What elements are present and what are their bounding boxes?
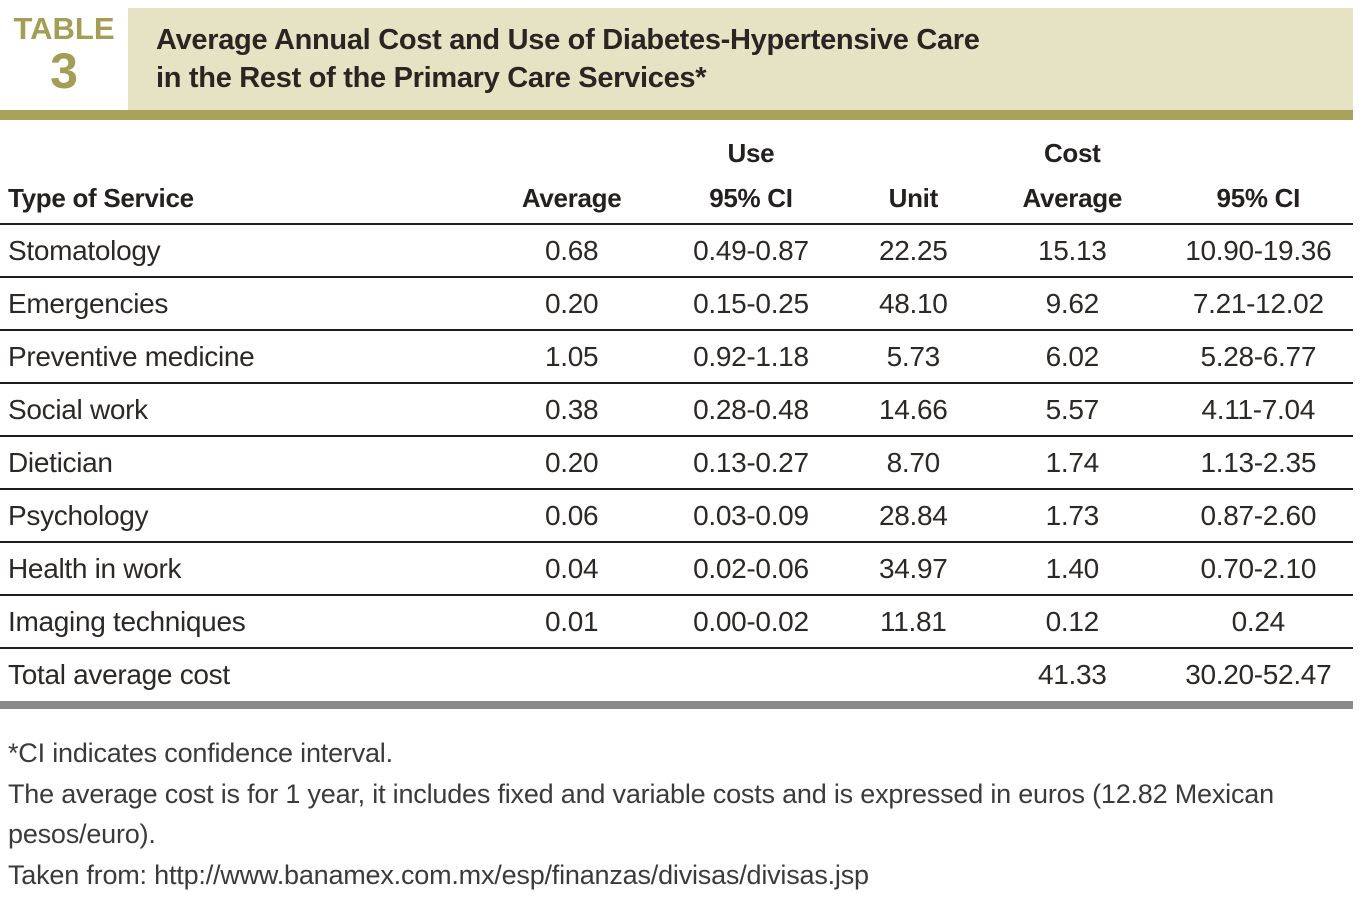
cell-service: Imaging techniques [0,595,488,649]
footnote-ci-definition: *CI indicates confidence interval. [8,738,393,768]
cell-cost-average: 1.74 [980,436,1164,490]
cell-use-average: 0.68 [487,224,657,278]
cell-use-average: 0.38 [487,383,657,437]
cell-service: Social work [0,383,488,437]
cell-use-ci: 0.49-0.87 [656,224,846,278]
cell-unit: 8.70 [845,436,981,490]
table-title-line-1: Average Annual Cost and Use of Diabetes-… [156,23,980,56]
cell-cost-ci: 1.13-2.35 [1163,436,1353,490]
cell-service: Stomatology [0,224,488,278]
group-header-spacer [1164,132,1353,174]
cell-cost-average: 15.13 [980,224,1164,278]
cell-unit: 22.25 [845,224,981,278]
cell-unit: 34.97 [845,542,981,596]
cell-service: Preventive medicine [0,330,488,384]
table-row: Imaging techniques 0.01 0.00-0.02 11.81 … [0,595,1353,649]
column-header-service: Type of Service [0,174,488,225]
cell-cost-ci: 0.87-2.60 [1163,489,1353,543]
cell-use-ci: 0.92-1.18 [656,330,846,384]
table-row: Preventive medicine 1.05 0.92-1.18 5.73 … [0,330,1353,384]
column-header-row: Type of Service Average 95% CI Unit Aver… [0,174,1353,225]
cell-use-average: 0.20 [487,277,657,331]
cell-cost-average: 5.57 [980,383,1164,437]
group-header-cost: Cost [1043,137,1101,168]
table-row: Psychology 0.06 0.03-0.09 28.84 1.73 0.8… [0,489,1353,543]
cell-use-average: 0.06 [487,489,657,543]
cell-cost-average: 0.12 [980,595,1164,649]
table-word: TABLE [13,11,115,46]
cell-use-average: 1.05 [487,330,657,384]
cell-use-ci: 0.28-0.48 [656,383,846,437]
cell-cost-ci: 0.24 [1163,595,1353,649]
group-header-use: Use [727,137,775,168]
cell-cost-ci: 10.90-19.36 [1163,224,1353,278]
group-header-spacer [487,132,656,174]
column-header-cost-ci: 95% CI [1163,174,1353,225]
accent-divider-bar [0,110,1353,120]
cell-cost-average: 41.33 [1037,659,1107,690]
column-header-unit: Unit [845,174,981,225]
group-header-spacer [846,132,981,174]
table-number: 3 [50,43,78,100]
cell-use-average: 0.04 [487,542,657,596]
cell-service: Dietician [0,436,488,490]
cell-unit: 5.73 [845,330,981,384]
bottom-divider-bar [0,701,1353,709]
cell-use-average: 0.01 [487,595,657,649]
cell-use-ci: 0.00-0.02 [656,595,846,649]
cell-cost-average: 1.40 [980,542,1164,596]
cell-service: Emergencies [0,277,488,331]
cell-use-ci [656,648,845,701]
footnote-source-url: Taken from: http://www.banamex.com.mx/es… [8,859,869,890]
paper-table-page: TABLE 3 Average Annual Cost and Use of D… [0,8,1368,918]
cell-use-ci: 0.13-0.27 [656,436,846,490]
cell-service: Health in work [0,542,488,596]
cell-unit: 14.66 [845,383,981,437]
table-title-line-2: in the Rest of the Primary Care Services… [156,62,707,94]
cell-cost-average: 9.62 [980,277,1164,331]
table-row: Dietician 0.20 0.13-0.27 8.70 1.74 1.13-… [0,436,1353,490]
cell-cost-ci: 30.20-52.47 [1185,659,1332,690]
cell-service: Psychology [0,489,488,543]
cell-cost-ci: 7.21-12.02 [1163,277,1353,331]
table-row-total: Total average cost 41.33 30.20-52.47 [0,648,1353,701]
column-header-cost-average: Average [980,174,1164,225]
cell-unit [846,648,981,701]
table-row: Social work 0.38 0.28-0.48 14.66 5.57 4.… [0,383,1353,437]
cell-use-average [487,648,656,701]
cell-use-ci: 0.02-0.06 [656,542,846,596]
cell-unit: 48.10 [845,277,981,331]
cell-cost-average: 6.02 [980,330,1164,384]
column-header-use-average: Average [487,174,657,225]
group-header-spacer [0,132,487,174]
table-number-label: TABLE 3 [0,8,128,110]
group-header-row: Use Cost [0,132,1353,174]
data-table: Use Cost Type of Service Average 95% CI … [0,132,1353,701]
footnote-cost-explanation: The average cost is for 1 year, it inclu… [8,778,1274,850]
table-row: Stomatology 0.68 0.49-0.87 22.25 15.13 1… [0,224,1353,278]
cell-unit: 28.84 [845,489,981,543]
cell-use-ci: 0.15-0.25 [656,277,846,331]
cell-cost-ci: 0.70-2.10 [1163,542,1353,596]
cell-unit: 11.81 [845,595,981,649]
cell-use-average: 0.20 [487,436,657,490]
cell-cost-average: 1.73 [980,489,1164,543]
table-row: Health in work 0.04 0.02-0.06 34.97 1.40… [0,542,1353,596]
column-header-use-ci: 95% CI [656,174,846,225]
table-row: Emergencies 0.20 0.15-0.25 48.10 9.62 7.… [0,277,1353,331]
cell-cost-ci: 4.11-7.04 [1163,383,1353,437]
table-header-banner: TABLE 3 Average Annual Cost and Use of D… [0,8,1368,110]
table-title-box: Average Annual Cost and Use of Diabetes-… [128,8,1353,110]
cell-use-ci: 0.03-0.09 [656,489,846,543]
cell-service: Total average cost [8,659,230,690]
cell-cost-ci: 5.28-6.77 [1163,330,1353,384]
footnotes: *CI indicates confidence interval. The a… [0,733,1330,895]
